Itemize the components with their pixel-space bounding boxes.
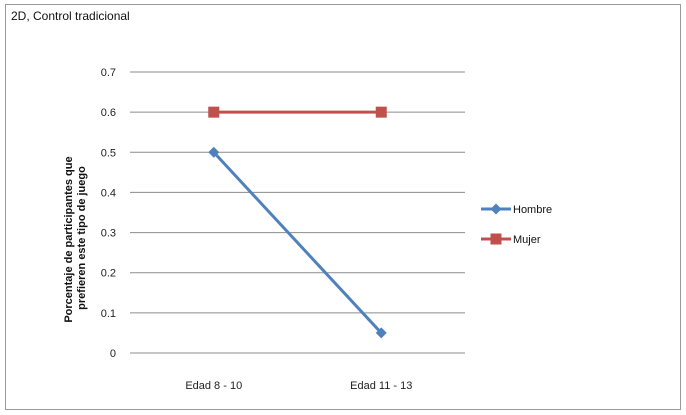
series-group [208,106,387,339]
legend: Hombre Mujer [481,203,552,246]
y-axis-label-line-1: Porcentaje de participantes que [63,156,75,322]
data-point [375,327,387,339]
series-hombre [208,146,387,339]
legend-item: Hombre [481,203,552,216]
legend-item: Mujer [481,233,541,246]
data-point [490,233,502,245]
y-tick-label: 0 [110,348,116,360]
data-point [208,106,220,118]
y-tick-label: 0.4 [101,187,116,199]
data-point [490,203,502,215]
legend-label: Hombre [513,204,552,216]
y-tick-label: 0.2 [101,268,116,280]
y-tick-label: 0.3 [101,228,116,240]
y-tick-label: 0.1 [101,308,116,320]
chart-title: 2D, Control tradicional [11,9,130,23]
y-axis-label: Porcentaje de participantes que prefiere… [63,153,88,322]
grid-lines [130,71,465,354]
y-tick-label: 0.5 [101,147,116,159]
legend-label: Mujer [513,234,541,246]
y-tick-label: 0.7 [101,67,116,79]
y-axis-ticks: 0 0.1 0.2 0.3 0.4 0.5 0.6 0.7 [101,67,116,360]
x-axis-ticks: Edad 8 - 10 Edad 11 - 13 [185,380,412,392]
y-tick-label: 0.6 [101,107,116,119]
series-line [212,151,383,334]
x-tick-label: Edad 8 - 10 [185,380,242,392]
x-tick-label: Edad 11 - 13 [350,380,412,392]
series-mujer [208,106,387,118]
data-point [208,146,220,158]
data-point [375,106,387,118]
y-axis-label-line-2: prefieren este tipo de juego [76,166,88,310]
